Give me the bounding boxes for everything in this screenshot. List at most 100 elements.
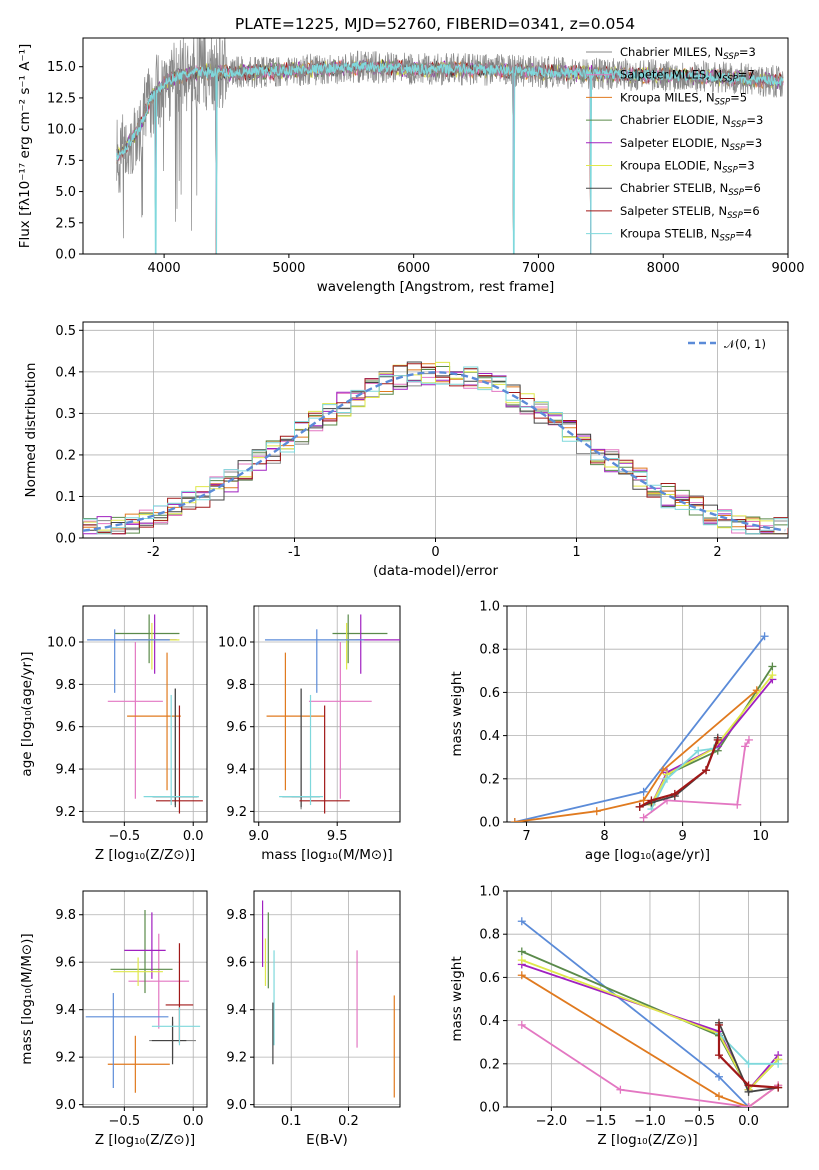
- age-vs-Z-panel: −0.5 0.0 9.2 9.4 9.6 9.8 10.0 Z [log₁₀(Z/Z⊙)] ag…: [19, 605, 208, 863]
- gaussian-curve: [83, 371, 786, 532]
- y-tick-label: 9.4: [55, 763, 76, 778]
- x-tick-label: −1.0: [634, 1114, 666, 1129]
- legend: 𝒩(0, 1): [688, 337, 766, 351]
- y-tick-label: 5.0: [55, 185, 76, 200]
- legend-suffix: =3: [739, 45, 756, 59]
- x-tick-label: 10: [752, 829, 769, 844]
- y-tick-label: 0.1: [55, 490, 76, 505]
- legend-suffix: =4: [735, 227, 752, 241]
- y-axis-label: mass [log₁₀(M/M⊙)]: [19, 933, 35, 1064]
- massweight-vs-Z-panel: −2.0 −1.5 −1.0 −0.5 0.0 0.0 0.2 0.4 0.6 0.8 1.0 Z […: [449, 885, 789, 1148]
- legend-entry: Salpeter MILES, NSSP=7: [620, 68, 755, 85]
- y-tick-label: 10.0: [218, 636, 247, 651]
- y-tick-label: 0.4: [479, 729, 500, 744]
- y-tick-label: 9.8: [55, 678, 76, 693]
- y-tick-label: 9.6: [226, 956, 247, 971]
- x-axis-label: E(B-V): [306, 1132, 348, 1148]
- legend-entry: Salpeter STELIB, NSSP=6: [620, 204, 760, 221]
- x-tick-label: 4000: [148, 261, 181, 276]
- axes-frame: [82, 605, 208, 823]
- legend-sub: SSP: [730, 143, 746, 153]
- y-tick-label: 9.8: [55, 908, 76, 923]
- histograms: [83, 361, 788, 535]
- y-tick-label: 0.8: [479, 928, 500, 943]
- legend-entry: Salpeter ELODIE, NSSP=3: [620, 136, 762, 153]
- model-line-8: [116, 60, 784, 254]
- y-tick-label: 0.2: [55, 448, 76, 463]
- axes-frame: [253, 605, 401, 823]
- y-tick-label: 0.2: [479, 1057, 500, 1072]
- x-axis-label: Z [log₁₀(Z/Z⊙)]: [597, 1132, 697, 1148]
- y-tick-label: 9.2: [226, 805, 247, 820]
- y-tick-label: 9.2: [55, 805, 76, 820]
- x-tick-label: 0.1: [281, 1114, 302, 1129]
- x-tick-label: −0.5: [109, 1114, 141, 1129]
- y-tick-label: 15.0: [47, 60, 76, 75]
- y-tick-label: 0.0: [55, 532, 76, 547]
- y-tick-label: 9.8: [226, 908, 247, 923]
- axes-frame: [506, 605, 789, 823]
- y-tick-label: 0.2: [479, 772, 500, 787]
- legend-sub: SSP: [715, 97, 731, 107]
- y-tick-label: 7.5: [55, 154, 76, 169]
- figure-title: PLATE=1225, MJD=52760, FIBERID=0341, z=0…: [235, 15, 635, 33]
- legend-sub: SSP: [723, 52, 739, 62]
- y-tick-label: 1.0: [479, 885, 500, 900]
- legend-suffix: =7: [738, 68, 755, 82]
- x-axis-label: (data-model)/error: [373, 563, 499, 579]
- lines: [510, 632, 777, 822]
- errorbars: [87, 614, 203, 814]
- errorbars: [264, 614, 400, 814]
- y-tick-label: 0.8: [479, 643, 500, 658]
- x-axis-label: mass [log₁₀(M/M⊙)]: [261, 847, 392, 863]
- residual-panel: -2 -1 0 1 2 0.0 0.1 0.2 0.3 0.4 0.5 (data-model)/er…: [23, 321, 789, 579]
- spectrum-panel: 4000 5000 6000 7000 8000 9000 0.0 2.5 5.0 7.5 10.0…: [17, 37, 805, 295]
- x-tick-label: −1.5: [585, 1114, 617, 1129]
- x-axis-label: Z [log₁₀(Z/Z⊙)]: [95, 847, 195, 863]
- y-tick-label: 0.4: [479, 1014, 500, 1029]
- x-tick-label: 6000: [397, 261, 430, 276]
- legend-name: Kroupa MILES, N: [620, 90, 715, 104]
- x-tick-label: 2: [713, 545, 721, 560]
- y-tick-label: 9.6: [55, 720, 76, 735]
- legend-entry: Chabrier STELIB, NSSP=6: [620, 181, 761, 198]
- mass-weight-line: [521, 920, 750, 1107]
- legend-entry: Kroupa MILES, NSSP=5: [620, 90, 747, 107]
- y-tick-label: 0.3: [55, 407, 76, 422]
- mass-weight-line: [514, 689, 758, 822]
- y-tick-label: 9.4: [226, 763, 247, 778]
- legend-name: Kroupa ELODIE, N: [620, 159, 722, 173]
- y-tick-label: 9.8: [226, 678, 247, 693]
- x-tick-label: 9.0: [248, 829, 269, 844]
- y-tick-label: 0.0: [479, 1101, 500, 1116]
- mass-vs-ebv-panel: 0.1 0.2 9.0 9.2 9.4 9.6 9.8 E(B-V): [226, 890, 401, 1148]
- y-tick-label: 0.5: [55, 324, 76, 339]
- x-tick-label: 5000: [272, 261, 305, 276]
- mass-weight-line: [717, 1024, 779, 1089]
- legend-name: Chabrier STELIB, N: [620, 181, 728, 195]
- x-tick-label: 0.0: [738, 1114, 759, 1129]
- mass-weight-line: [521, 1024, 779, 1107]
- panels: 4000 5000 6000 7000 8000 90000.02.55.07.510.0…: [17, 37, 805, 1148]
- lines: [517, 917, 783, 1107]
- y-tick-label: 9.6: [55, 956, 76, 971]
- legend-name: Salpeter ELODIE, N: [620, 136, 730, 150]
- y-axis-label: mass weight: [449, 956, 465, 1041]
- errorbars: [85, 909, 201, 1093]
- legend-entry: 𝒩(0, 1): [724, 337, 766, 351]
- y-axis-label: Flux [fλ10⁻¹⁷ erg cm⁻² s⁻¹ A⁻¹]: [17, 44, 33, 249]
- y-axis-label: Normed distribution: [23, 363, 39, 498]
- y-tick-label: 0.0: [55, 248, 76, 263]
- errorbars: [261, 900, 395, 1098]
- y-tick-label: 9.2: [55, 1051, 76, 1066]
- mass-vs-Z-panel: −0.5 0.0 9.0 9.2 9.4 9.6 9.8 Z [log₁₀(Z/Z⊙)] mas…: [19, 890, 208, 1148]
- x-tick-label: 0.2: [338, 1114, 359, 1129]
- legend-sub: SSP: [731, 120, 747, 130]
- legend-suffix: =6: [743, 204, 760, 218]
- x-tick-label: 9.5: [327, 829, 348, 844]
- x-axis-label: wavelength [Angstrom, rest frame]: [317, 279, 555, 295]
- y-tick-label: 9.6: [226, 720, 247, 735]
- y-tick-label: 2.5: [55, 216, 76, 231]
- massweight-vs-age-panel: 7 8 9 10 0.0 0.2 0.4 0.6 0.8 1.0 age [log₁₀(age/yr…: [449, 600, 789, 863]
